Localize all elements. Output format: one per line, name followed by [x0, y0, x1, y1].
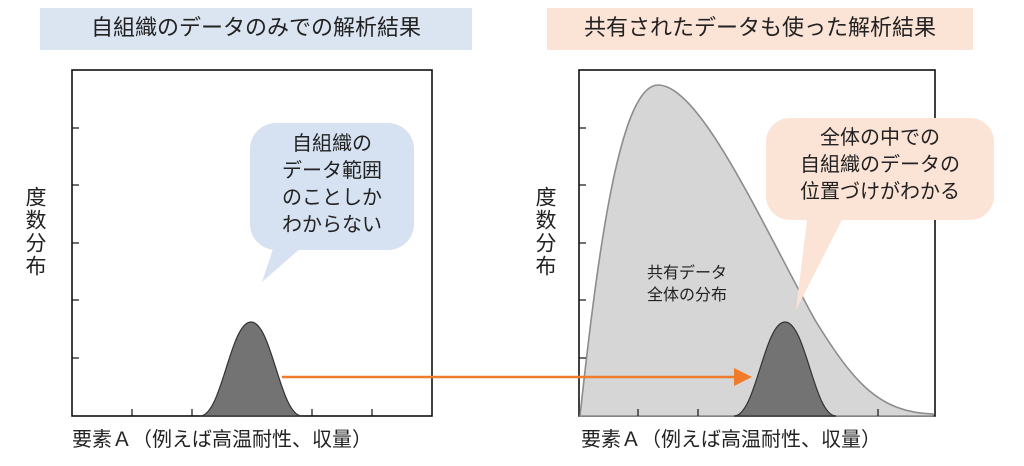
right-callout-line: 位置づけがわかる [800, 179, 960, 203]
left-callout-line: 自組織の [292, 131, 372, 155]
comparison-arrow [282, 368, 752, 386]
right-callout-text: 全体の中での 自組織のデータの 位置づけがわかる [768, 124, 992, 205]
left-callout-line: データ範囲 [282, 158, 382, 182]
left-x-ticks [131, 409, 373, 416]
right-callout-bubble [766, 118, 994, 310]
left-own-distribution [199, 321, 303, 417]
right-panel-title: 共有されたデータも使った解析結果 [547, 8, 973, 50]
left-callout-line: わからない [282, 212, 382, 236]
right-y-axis-label: 度数分布 [533, 186, 557, 278]
right-callout-line: 自組織のデータの [800, 152, 960, 176]
left-callout-line: のことしか [282, 185, 382, 209]
shared-distribution-label: 共有データ 全体の分布 [632, 262, 742, 306]
left-x-axis-label: 要素Ａ（例えば高温耐性、収量） [72, 427, 372, 451]
left-panel-title: 自組織のデータのみでの解析結果 [40, 8, 472, 50]
left-callout-text: 自組織の データ範囲 のことしか わからない [254, 130, 410, 238]
right-callout-line: 全体の中での [820, 125, 940, 149]
left-y-axis-label: 度数分布 [23, 186, 47, 278]
shared-distribution-label-line: 全体の分布 [646, 285, 727, 304]
shared-distribution [579, 84, 934, 417]
shared-distribution-label-line: 共有データ [646, 263, 727, 282]
right-own-distribution [733, 321, 837, 417]
left-y-ticks [72, 127, 79, 359]
right-x-axis-label: 要素Ａ（例えば高温耐性、収量） [581, 427, 881, 451]
left-callout-bubble [250, 123, 414, 282]
right-y-ticks [579, 127, 586, 359]
